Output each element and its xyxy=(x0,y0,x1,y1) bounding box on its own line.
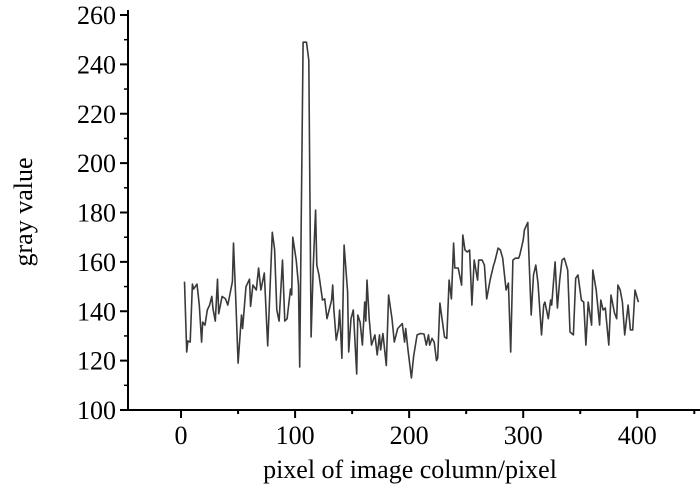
y-tick-label: 240 xyxy=(77,50,116,79)
x-axis-label: pixel of image column/pixel xyxy=(263,455,557,484)
x-tick-label: 200 xyxy=(390,421,429,450)
y-tick-label: 140 xyxy=(77,297,116,326)
y-axis-label: gray value xyxy=(9,157,38,266)
y-tick-label: 260 xyxy=(77,1,116,30)
x-tick-label: 300 xyxy=(504,421,543,450)
y-tick-label: 160 xyxy=(77,248,116,277)
y-tick-label: 100 xyxy=(77,396,116,425)
x-tick-label: 400 xyxy=(618,421,657,450)
axes xyxy=(127,10,700,411)
y-tick-label: 180 xyxy=(77,199,116,228)
x-tick-label: 0 xyxy=(175,421,188,450)
y-tick-label: 200 xyxy=(77,149,116,178)
y-tick-label: 220 xyxy=(77,100,116,129)
x-tick-label: 100 xyxy=(276,421,315,450)
y-tick-label: 120 xyxy=(77,347,116,376)
ticks: 100 120 140 160 180 200 220 240 260 0 100 200 300 400 xyxy=(77,1,696,450)
series-line xyxy=(183,41,640,379)
